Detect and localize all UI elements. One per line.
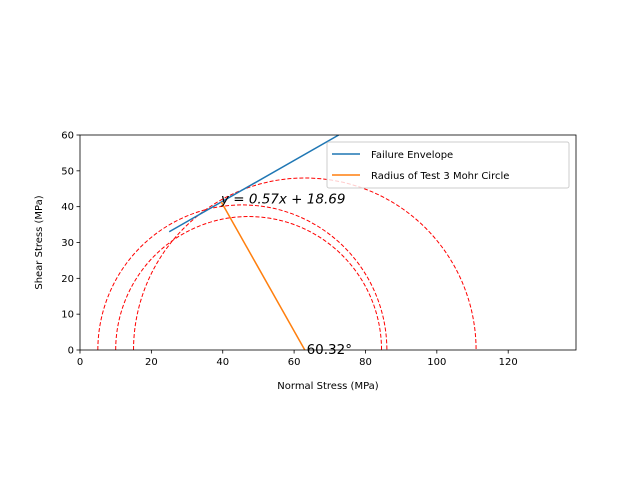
legend-box [326,141,570,189]
mohr-circle-1 [97,204,388,350]
failure-envelope-line [168,135,340,233]
angle-label: 60.32° [307,342,352,358]
x-axis-ticks: 0 20 40 60 80 100 120 [77,350,518,368]
x-tick-label: 60 [288,357,301,368]
y-axis-label: Shear Stress (MPa) [34,195,45,289]
x-tick-label: 40 [216,357,229,368]
mohr-radius-line [220,201,306,350]
mohr-circle-2 [115,216,383,350]
legend: Failure Envelope Radius of Test 3 Mohr Ci… [326,141,570,189]
y-tick-label: 50 [61,166,74,177]
x-tick-label: 0 [77,357,83,368]
y-tick-label: 10 [61,310,74,321]
y-tick-label: 30 [61,238,74,249]
annotations: y = 0.57x + 18.69 60.32° [220,191,352,357]
envelope-equation: y = 0.57x + 18.69 [220,191,345,207]
legend-label: Failure Envelope [371,150,453,161]
x-tick-label: 120 [499,357,518,368]
plot-area [97,135,477,350]
y-axis-ticks: 0 10 20 30 40 50 60 [61,131,80,357]
y-tick-label: 0 [68,346,74,357]
x-tick-label: 100 [427,357,446,368]
mohr-circle-3 [133,177,477,350]
y-tick-label: 60 [61,131,74,142]
y-tick-label: 20 [61,274,74,285]
x-tick-label: 20 [145,357,158,368]
x-tick-label: 80 [359,357,372,368]
y-tick-label: 40 [61,202,74,213]
x-axis-label: Normal Stress (MPa) [277,381,379,392]
legend-label: Radius of Test 3 Mohr Circle [371,171,509,182]
